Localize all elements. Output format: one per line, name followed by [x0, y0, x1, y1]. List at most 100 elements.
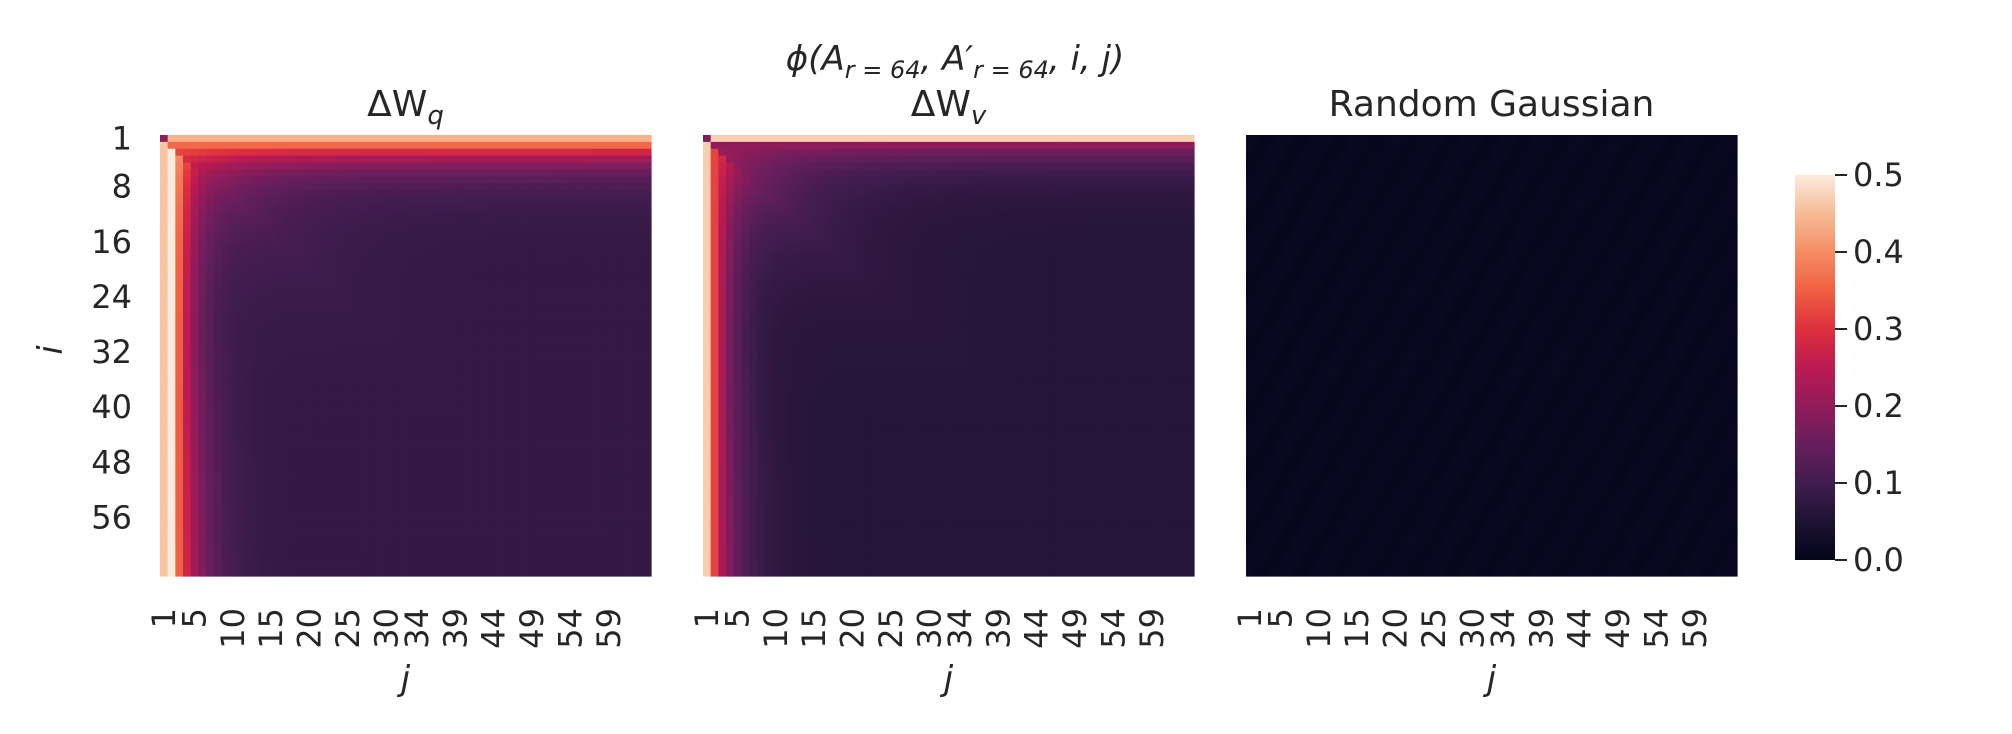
heatmap-cell	[229, 410, 238, 419]
heatmap-cell	[1078, 203, 1088, 212]
heatmap-cell	[581, 231, 591, 239]
heatmap-cell	[367, 176, 376, 184]
heatmap-cell	[420, 424, 430, 432]
heatmap-cell	[871, 141, 881, 150]
heatmap-cell	[543, 431, 552, 439]
heatmap-cell	[512, 252, 522, 260]
heatmap-cell	[620, 486, 629, 494]
heatmap-cell	[175, 321, 184, 329]
heatmap-cell	[405, 183, 414, 191]
heatmap-cell	[397, 389, 407, 398]
heatmap-cell	[520, 458, 529, 467]
heatmap-cell	[841, 183, 850, 191]
heatmap-cell	[543, 424, 552, 432]
heatmap-cell	[604, 369, 614, 377]
heatmap-cell	[1163, 176, 1172, 184]
heatmap-cell	[856, 210, 865, 219]
heatmap-cell	[466, 424, 476, 432]
heatmap-cell	[374, 534, 384, 543]
heatmap-cell	[551, 148, 560, 157]
x-axis-label: j	[397, 659, 411, 699]
heatmap-cell	[221, 520, 230, 529]
heatmap-cell	[428, 327, 437, 336]
heatmap-cell	[413, 307, 422, 315]
heatmap-cell	[520, 272, 529, 281]
heatmap-cell	[482, 334, 491, 343]
heatmap-cell	[612, 217, 621, 226]
heatmap-cell	[551, 562, 560, 570]
heatmap-cell	[183, 438, 192, 446]
heatmap-cell	[390, 135, 399, 143]
heatmap-cell	[1101, 197, 1111, 205]
heatmap-cell	[367, 279, 376, 288]
heatmap-cell	[252, 203, 261, 212]
heatmap-cell	[367, 252, 376, 260]
heatmap-cell	[1025, 183, 1034, 191]
heatmap-cell	[336, 238, 345, 246]
heatmap-cell	[733, 217, 742, 226]
heatmap-cell	[305, 555, 315, 563]
heatmap-cell	[436, 445, 445, 453]
heatmap-cell	[597, 162, 606, 171]
heatmap-cell	[505, 293, 514, 301]
heatmap-cell	[420, 300, 430, 308]
heatmap-cell	[167, 348, 176, 357]
heatmap-cell	[221, 210, 230, 219]
heatmap-cell	[535, 169, 545, 177]
heatmap-cell	[436, 493, 445, 501]
heatmap-cell	[382, 376, 391, 384]
heatmap-cell	[190, 293, 199, 301]
heatmap-cell	[351, 562, 361, 570]
heatmap-cell	[206, 410, 215, 419]
heatmap-cell	[1017, 217, 1026, 226]
heatmap-cell	[420, 148, 430, 157]
heatmap-cell	[612, 169, 621, 177]
heatmap-cell	[275, 135, 284, 143]
heatmap-cell	[190, 259, 199, 267]
heatmap-cell	[413, 562, 422, 570]
heatmap-cell	[405, 548, 414, 556]
heatmap-cell	[236, 272, 245, 281]
heatmap-cell	[190, 493, 199, 501]
heatmap-cell	[620, 321, 629, 329]
heatmap-cell	[710, 217, 719, 226]
heatmap-cell	[321, 507, 330, 515]
heatmap-cell	[756, 203, 765, 212]
heatmap-cell	[1078, 162, 1088, 171]
heatmap-cell	[451, 327, 460, 336]
heatmap-cell	[459, 479, 468, 488]
heatmap-cell	[512, 300, 522, 308]
heatmap-cell	[910, 135, 919, 143]
heatmap-cell	[190, 279, 199, 288]
heatmap-cell	[505, 272, 514, 281]
heatmap-cell	[963, 148, 973, 157]
heatmap-cell	[259, 141, 268, 150]
heatmap-cell	[643, 527, 652, 536]
heatmap-cell	[1025, 217, 1034, 226]
heatmap-cell	[374, 472, 384, 481]
heatmap-cell	[374, 403, 384, 412]
heatmap-cell	[589, 500, 598, 508]
heatmap-cell	[1186, 197, 1195, 205]
heatmap-cell	[1078, 217, 1088, 226]
heatmap-cell	[183, 279, 192, 288]
heatmap-cell	[1025, 203, 1034, 212]
heatmap-cell	[229, 162, 238, 171]
heatmap-cell	[1055, 148, 1065, 157]
heatmap-cell	[581, 355, 591, 363]
heatmap-cell	[183, 162, 192, 171]
heatmap-cell	[466, 217, 476, 226]
heatmap-cell	[1109, 183, 1118, 191]
heatmap-cell	[841, 217, 850, 226]
heatmap-cell	[374, 293, 384, 301]
heatmap-cell	[160, 314, 169, 322]
heatmap-cell	[259, 500, 268, 508]
heatmap-cell	[1009, 148, 1019, 157]
heatmap-cell	[275, 458, 284, 467]
heatmap-cell	[566, 424, 575, 432]
heatmap-cell	[259, 424, 268, 432]
heatmap-cell	[551, 300, 560, 308]
heatmap-cell	[290, 272, 299, 281]
heatmap-cell	[428, 238, 437, 246]
heatmap-cell	[336, 534, 345, 543]
